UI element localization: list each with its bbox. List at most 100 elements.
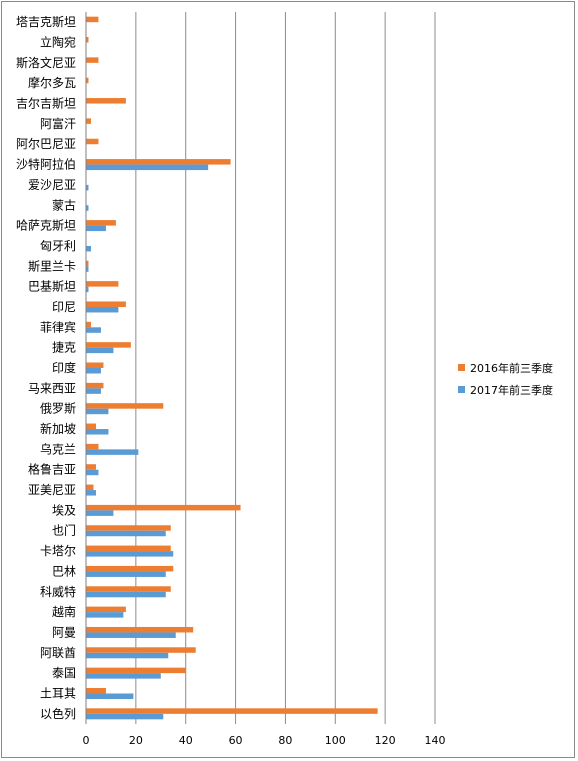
category-label: 塔吉克斯坦 [16,15,76,29]
bar-2016 [86,687,106,694]
bar-2017 [86,551,174,557]
bar-2017 [86,205,89,211]
bar-2016 [86,565,174,572]
bar-2016 [86,443,99,450]
category-label: 阿曼 [52,625,76,639]
bar-2017 [86,225,106,232]
bar-2017 [86,368,101,374]
x-tick-label: 80 [278,734,292,747]
x-tick-label: 140 [425,734,446,747]
category-label: 巴林 [52,564,76,578]
category-label: 也门 [52,523,76,538]
category-label: 亚美尼亚 [28,483,76,497]
bar-2016 [86,16,99,23]
bar-2016 [86,504,241,511]
bar-2017 [86,571,166,577]
legend-label: 2017年前三季度 [470,383,553,397]
bar-2017 [86,449,139,455]
bar-2017 [86,245,91,252]
bar-2016 [86,647,196,653]
bar-2017 [86,632,176,638]
bar-2016 [86,382,104,389]
category-label: 泰国 [52,666,76,680]
category-label: 阿联酋 [40,645,76,660]
bar-2016 [86,37,89,43]
bar-2016 [86,118,91,124]
bar-2016 [86,321,91,328]
category-label: 阿尔巴尼亚 [16,136,76,151]
category-label: 新加坡 [40,421,76,436]
x-tick-label: 0 [83,734,90,747]
category-labels: 塔吉克斯坦立陶宛斯洛文尼亚摩尔多瓦吉尔吉斯坦阿富汗阿尔巴尼亚沙特阿拉伯爱沙尼亚蒙… [16,15,76,721]
x-tick-label: 40 [179,734,193,747]
bar-2016 [86,545,171,552]
bar-2016 [86,220,116,226]
legend-swatch [458,386,465,393]
bar-2017 [86,286,89,293]
category-label: 摩尔多瓦 [28,75,76,90]
category-label: 阿富汗 [40,116,76,131]
category-label: 蒙古 [52,197,76,212]
x-tick-label: 60 [229,734,243,747]
bar-2016 [86,667,186,674]
legend: 2016年前三季度 2017年前三季度 [458,361,553,397]
bar-2017 [86,713,164,720]
bar-2016 [86,362,104,368]
category-label: 俄罗斯 [40,402,76,416]
bar-2017 [86,673,161,679]
bar-2016 [86,464,96,470]
bar-2017 [86,327,101,333]
category-label: 哈萨克斯坦 [16,219,76,233]
category-label: 印尼 [52,300,76,314]
bar-2016 [86,342,131,348]
bar-2016 [86,281,119,287]
gridlines [135,12,436,724]
bar-2016 [86,586,171,592]
bar-2017 [86,490,96,496]
category-label: 斯洛文尼亚 [16,55,76,70]
bar-2016 [86,98,126,104]
x-tick-labels: 0 20 40 60 80 100 120 140 [83,734,446,747]
bar-2016 [86,525,171,531]
bar-2016 [86,423,96,430]
bar-2016 [86,77,89,84]
bar-2017 [86,266,89,272]
bar-2017 [86,184,89,191]
bar-2017 [86,612,124,618]
x-tick-label: 100 [325,734,346,747]
bar-2016 [86,606,126,613]
bar-2017 [86,388,101,394]
category-label: 菲律宾 [40,319,76,334]
category-label: 立陶宛 [40,35,76,50]
category-label: 巴基斯坦 [28,280,76,294]
bar-2016 [86,260,89,267]
category-label: 越南 [52,604,76,619]
category-label: 斯里兰卡 [28,259,76,273]
legend-label: 2016年前三季度 [470,361,553,375]
bar-2017 [86,408,109,415]
bar-2016 [86,708,378,714]
category-label: 捷克 [52,341,76,355]
bar-2017 [86,429,109,435]
bar-2016 [86,159,231,165]
bar-2016 [86,403,164,409]
bar-2017 [86,306,119,313]
category-label: 马来西亚 [28,381,76,395]
bar-2016 [86,138,99,145]
category-label: 科威特 [40,584,76,599]
bars [86,16,378,720]
category-label: 格鲁吉亚 [28,462,76,477]
category-label: 匈牙利 [40,239,76,253]
category-label: 吉尔吉斯坦 [16,96,76,111]
bar-2017 [86,530,166,537]
category-label: 印度 [52,360,76,375]
category-label: 爱沙尼亚 [28,178,76,192]
x-tick-label: 20 [129,734,143,747]
bar-2017 [86,510,114,516]
bar-2017 [86,652,169,659]
category-label: 埃及 [52,503,76,517]
category-label: 以色列 [40,707,76,721]
category-label: 乌克兰 [40,441,76,456]
x-tick-label: 120 [375,734,396,747]
